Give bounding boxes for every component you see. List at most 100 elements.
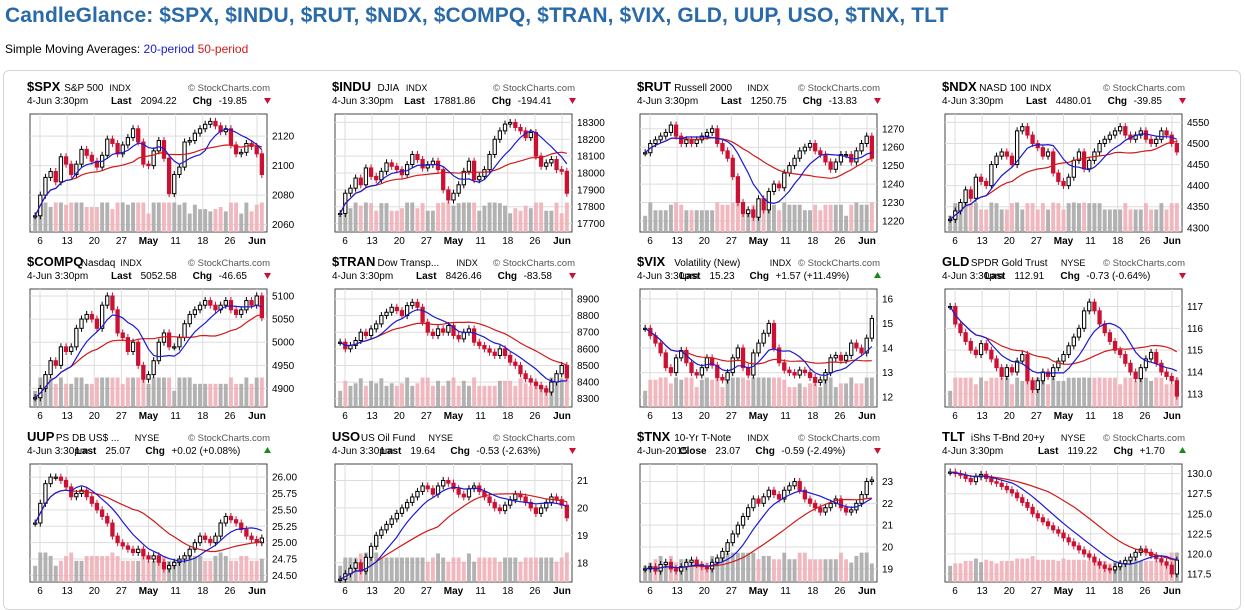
volume-bar (115, 555, 120, 582)
y-tick-label: 2080 (272, 191, 295, 202)
volume-bar (1066, 559, 1071, 582)
chart-panel-indu[interactable]: $INDU DJIA INDX © StockCharts.com 4-Jun 3:30… (332, 79, 607, 252)
volume-bar (389, 383, 394, 407)
chart-panel-uso[interactable]: USO US Oil Fund NYSE © StockCharts.com 4-Jun… (332, 429, 607, 602)
candle-body (1066, 537, 1071, 543)
stockcharts-watermark: © StockCharts.com (188, 83, 270, 94)
candle-body (715, 364, 720, 379)
security-name: DJIA (378, 83, 400, 94)
volume-bar (684, 377, 689, 407)
volume-bar (172, 202, 177, 232)
candle-body (441, 479, 446, 487)
candle-body (699, 367, 704, 376)
volume-bar (999, 209, 1004, 232)
last-value: 112.91 (1014, 271, 1044, 282)
candle-body (843, 154, 849, 157)
sma-20-line (339, 129, 568, 214)
volume-bar (989, 202, 994, 232)
x-tick-label: 27 (116, 411, 128, 422)
candle-body (673, 357, 679, 374)
volume-bar (984, 209, 989, 232)
x-tick-label: 11 (780, 411, 791, 422)
volume-bar (120, 560, 125, 582)
volume-bar (1051, 377, 1056, 407)
volume-bar (213, 383, 218, 407)
y-tick-label: 4400 (1187, 181, 1210, 192)
volume-bar (259, 202, 264, 232)
chart-panel-vix[interactable]: $VIX Volatility (New) INDX © StockCharts.co… (637, 254, 912, 427)
volume-bar (192, 383, 197, 407)
last-value: 23.07 (715, 446, 740, 457)
candle-body (559, 169, 564, 172)
volume-bar (528, 208, 533, 232)
chart-panel-ndx[interactable]: $NDX NASD 100 INDX © StockCharts.com 4-Jun 3… (942, 79, 1217, 252)
candle-body (441, 328, 446, 333)
volume-bar (1035, 559, 1040, 582)
date-label: 4-Jun 3:30pm (942, 271, 1003, 282)
volume-bar (668, 204, 673, 232)
chg-label: Chg (193, 271, 212, 282)
candle-body (502, 504, 508, 512)
candle-body (213, 304, 218, 311)
candle-body (984, 343, 989, 351)
volume-bar (854, 555, 859, 582)
volume-bar (363, 385, 368, 407)
candle-body (130, 341, 136, 352)
volume-bar (64, 204, 69, 232)
candle-body (849, 509, 854, 513)
volume-bar (766, 555, 771, 582)
volume-bar (1040, 559, 1045, 582)
chart-panel-uup[interactable]: UUP PS DB US$ ... NYSE © StockCharts.com 4-J… (27, 429, 302, 602)
volume-bar (369, 552, 374, 582)
chart-panel-spx[interactable]: $SPX S&P 500 INDX © StockCharts.com 4-Jun 3:… (27, 79, 302, 252)
volume-bar (833, 387, 838, 407)
volume-bar (782, 202, 787, 232)
exchange-label: NYSE (1061, 433, 1086, 443)
candle-body (854, 342, 859, 349)
candle-body (363, 167, 369, 186)
volume-bar (456, 385, 461, 407)
chart-panel-tnx[interactable]: $TNX 10-Yr T-Note INDX © StockCharts.com 4-J… (637, 429, 912, 602)
volume-bar (497, 561, 502, 582)
volume-bar (228, 560, 233, 582)
candle-body (451, 325, 456, 337)
last-value: 2094.22 (141, 96, 178, 107)
y-tick-label: 115 (1187, 346, 1203, 357)
date-label: 4-Jun 3:30pm (942, 446, 1003, 457)
candle-body (497, 348, 503, 356)
volume-bar (436, 380, 441, 407)
y-tick-label: 5000 (272, 338, 295, 349)
volume-bar (105, 555, 110, 582)
volume-bar (1143, 203, 1148, 232)
chart-panel-rut[interactable]: $RUT Russell 2000 INDX © StockCharts.com 4-J… (637, 79, 912, 252)
chart-panel-tran[interactable]: $TRAN Dow Transp... INDX © StockCharts.com 4… (332, 254, 607, 427)
candle-body (223, 300, 228, 306)
y-tick-label: 8700 (577, 328, 600, 339)
volume-bar (648, 202, 653, 232)
chart-panel-compq[interactable]: $COMPQ Nasdaq INDX © StockCharts.com 4-Jun 3… (27, 254, 302, 427)
volume-bar (100, 377, 105, 407)
volume-bar (348, 208, 353, 232)
volume-bar (818, 210, 823, 232)
candle-body (146, 555, 151, 560)
candle-body (441, 169, 446, 191)
x-tick-label: 11 (475, 586, 486, 597)
last-value: 15.23 (710, 271, 735, 282)
chg-value: -194.41 (518, 96, 552, 107)
candle-body (999, 367, 1004, 377)
candle-body (968, 340, 973, 351)
candle-body (1014, 360, 1020, 373)
volume-bar (400, 383, 404, 407)
chart-panel-tlt[interactable]: TLT iShs T-Bnd 20+y NYSE © StockCharts.com 4… (942, 429, 1217, 602)
x-tick-label: 11 (780, 236, 791, 247)
volume-bar (787, 204, 792, 232)
candle-body (673, 124, 679, 137)
candle-body (130, 548, 136, 553)
candle-body (802, 489, 808, 500)
chart-panel-gld[interactable]: GLD SPDR Gold Trust NYSE © StockCharts.com 4… (942, 254, 1217, 427)
volume-bar (84, 555, 89, 582)
candle-body (125, 337, 131, 352)
candle-body (208, 300, 213, 306)
volume-bar (394, 210, 399, 232)
candle-body (492, 351, 497, 356)
